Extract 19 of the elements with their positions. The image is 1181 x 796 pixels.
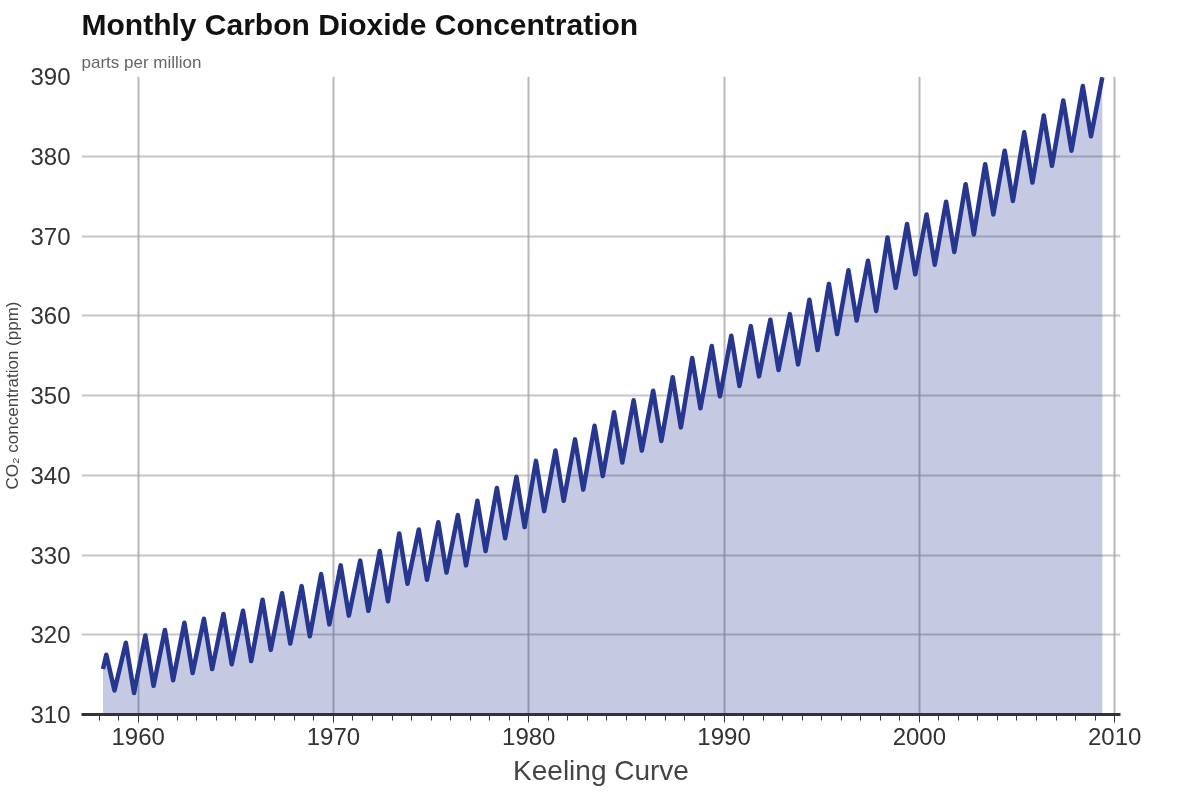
x-tick-label: 2000 bbox=[892, 722, 947, 750]
text: Keeling Curve bbox=[513, 754, 689, 786]
y-tick-label: 360 bbox=[30, 302, 71, 330]
chart-title: Monthly Carbon Dioxide Concentration bbox=[81, 7, 639, 41]
y-axis-title: CO₂ concentration (ppm) bbox=[3, 301, 23, 490]
y-tick-label: 320 bbox=[30, 621, 71, 649]
x-tick-label: 1960 bbox=[111, 722, 165, 750]
y-tick-label: 380 bbox=[30, 142, 71, 170]
x-tick-label: 1990 bbox=[697, 722, 751, 750]
chart-subtitle: parts per million bbox=[81, 52, 202, 72]
y-tick-label: 390 bbox=[30, 63, 71, 90]
x-tick-label: 1970 bbox=[306, 722, 361, 750]
y-tick-label: 350 bbox=[30, 382, 71, 409]
x-tick-label: 2010 bbox=[1087, 722, 1142, 750]
y-tick-label: 330 bbox=[30, 541, 71, 569]
x-tick-label: 1980 bbox=[502, 722, 556, 750]
y-tick-label: 310 bbox=[30, 701, 71, 728]
y-tick-label: 340 bbox=[30, 461, 71, 489]
y-tick-label: 370 bbox=[30, 222, 71, 250]
